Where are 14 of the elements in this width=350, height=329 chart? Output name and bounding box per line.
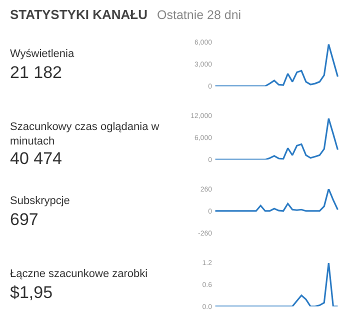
line-series bbox=[214, 188, 339, 212]
text: Ostatnie 28 dni bbox=[157, 8, 242, 22]
line-series bbox=[214, 118, 339, 160]
text: Szacunkowy czas oglądania w minutach bbox=[10, 121, 160, 148]
text: 697 bbox=[10, 210, 38, 229]
line-series bbox=[214, 262, 339, 306]
text: 40 474 bbox=[10, 149, 62, 168]
text: 21 182 bbox=[10, 63, 62, 82]
text: $1,95 bbox=[10, 283, 53, 302]
line-series bbox=[214, 44, 339, 86]
text: Łączne szacunkowe zarobki bbox=[10, 268, 148, 280]
text: STATYSTYKI KANAŁU bbox=[10, 7, 148, 22]
text: Wyświetlenia bbox=[10, 48, 75, 60]
text: Subskrypcje bbox=[10, 195, 70, 207]
